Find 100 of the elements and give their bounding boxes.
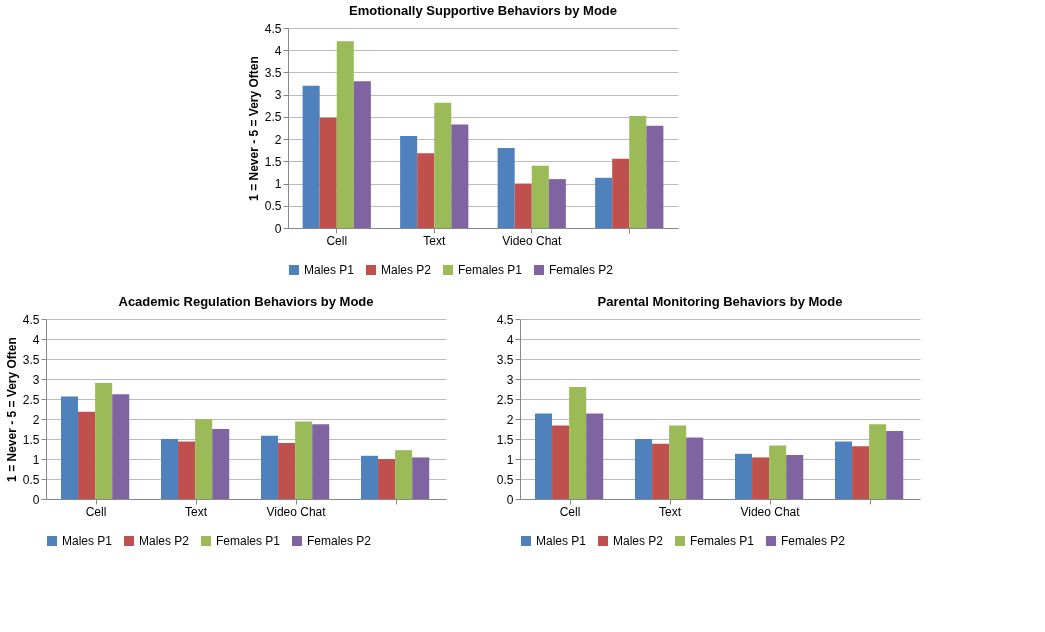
chart-title: Parental Monitoring Behaviors by Mode [597, 294, 843, 309]
bar [178, 441, 196, 499]
bar [417, 153, 435, 228]
bar [497, 148, 515, 228]
x-tick-label: Video Chat [502, 233, 562, 248]
y-tick-label: 1.5 [22, 432, 40, 447]
y-tick-label: 2.5 [264, 110, 282, 125]
y-axis-title: 1 = Never - 5 = Very Often [4, 337, 19, 482]
legend-label: Females P2 [307, 534, 372, 548]
bar [434, 102, 452, 228]
bar [586, 413, 604, 499]
y-axis-title: 1 = Never - 5 = Very Often [246, 56, 261, 201]
x-tick-label: Text [658, 504, 682, 519]
y-tick-label: 0 [274, 221, 282, 236]
legend-label: Males P1 [304, 263, 355, 277]
y-tick-label: 4.5 [22, 312, 40, 327]
bar [786, 455, 804, 499]
y-tick-label: 0 [32, 492, 40, 507]
y-tick-label: 2 [506, 412, 514, 427]
bar [295, 421, 313, 499]
x-tick-label: Cell [85, 504, 107, 519]
bar [835, 441, 853, 499]
bar [412, 457, 430, 499]
bar [361, 455, 379, 499]
bar [552, 425, 570, 499]
y-tick-label: 2.5 [496, 392, 514, 407]
y-tick-label: 1 [506, 452, 514, 467]
bar [531, 165, 549, 228]
bar [548, 179, 566, 228]
bar [95, 383, 113, 499]
y-tick-label: 0.5 [496, 472, 514, 487]
bar [319, 117, 337, 228]
bar [61, 396, 79, 499]
y-tick-label: 1.5 [496, 432, 514, 447]
legend-label: Males P1 [62, 534, 113, 548]
y-tick-label: 1.5 [264, 154, 282, 169]
chart-title: Emotionally Supportive Behaviors by Mode [349, 3, 617, 18]
y-tick-label: 1 [32, 452, 40, 467]
bar [302, 85, 320, 228]
bar [869, 424, 887, 499]
legend-label: Females P1 [216, 534, 281, 548]
y-tick-label: 0.5 [22, 472, 40, 487]
y-tick-label: 4.5 [264, 21, 282, 36]
legend-label: Females P2 [781, 534, 846, 548]
bar [400, 136, 418, 228]
bar [652, 443, 670, 499]
x-tick-label: Text [423, 233, 446, 248]
y-tick-label: 0 [506, 492, 514, 507]
bar [336, 41, 354, 228]
bar [595, 177, 613, 228]
bar [195, 419, 213, 499]
y-tick-label: 3 [274, 88, 282, 103]
bar [353, 81, 371, 228]
y-tick-label: 1 [274, 177, 282, 192]
legend-label: Males P2 [381, 263, 432, 277]
y-tick-label: 2 [32, 412, 40, 427]
x-tick-label: Cell [559, 504, 581, 519]
bar [78, 411, 96, 499]
bar [635, 439, 653, 499]
y-tick-label: 3 [506, 372, 514, 387]
y-tick-label: 3.5 [496, 352, 514, 367]
bar [378, 459, 396, 499]
legend-label: Females P1 [458, 263, 523, 277]
legend-label: Females P1 [690, 534, 755, 548]
bar [669, 425, 687, 499]
legend-label: Males P1 [536, 534, 587, 548]
bar [612, 158, 630, 228]
y-tick-label: 2.5 [22, 392, 40, 407]
bar [569, 387, 587, 499]
bar [686, 437, 704, 499]
legend-label: Males P2 [139, 534, 190, 548]
bar [629, 116, 647, 228]
y-tick-label: 3.5 [264, 65, 282, 80]
bar [212, 429, 230, 499]
bar [735, 453, 753, 499]
x-tick-label: Cell [326, 233, 348, 248]
y-tick-label: 4 [32, 332, 40, 347]
bar [261, 435, 279, 499]
y-tick-label: 3.5 [22, 352, 40, 367]
chart-title: Academic Regulation Behaviors by Mode [118, 294, 374, 309]
bar [161, 439, 179, 499]
legend-label: Females P2 [549, 263, 614, 277]
bar [752, 457, 770, 499]
y-tick-label: 4 [274, 43, 282, 58]
bar [769, 445, 787, 499]
bar [886, 431, 904, 499]
x-tick-label: Video Chat [740, 504, 801, 519]
y-tick-label: 4.5 [496, 312, 514, 327]
legend-label: Males P2 [613, 534, 664, 548]
y-tick-label: 4 [506, 332, 514, 347]
bar [112, 394, 130, 499]
x-tick-label: Text [184, 504, 208, 519]
y-tick-label: 0.5 [264, 199, 282, 214]
y-tick-label: 3 [32, 372, 40, 387]
bar [278, 443, 296, 499]
x-tick-label: Video Chat [266, 504, 327, 519]
bar [514, 183, 532, 228]
bar [646, 125, 664, 228]
y-tick-label: 2 [274, 132, 282, 147]
bar [451, 124, 469, 228]
